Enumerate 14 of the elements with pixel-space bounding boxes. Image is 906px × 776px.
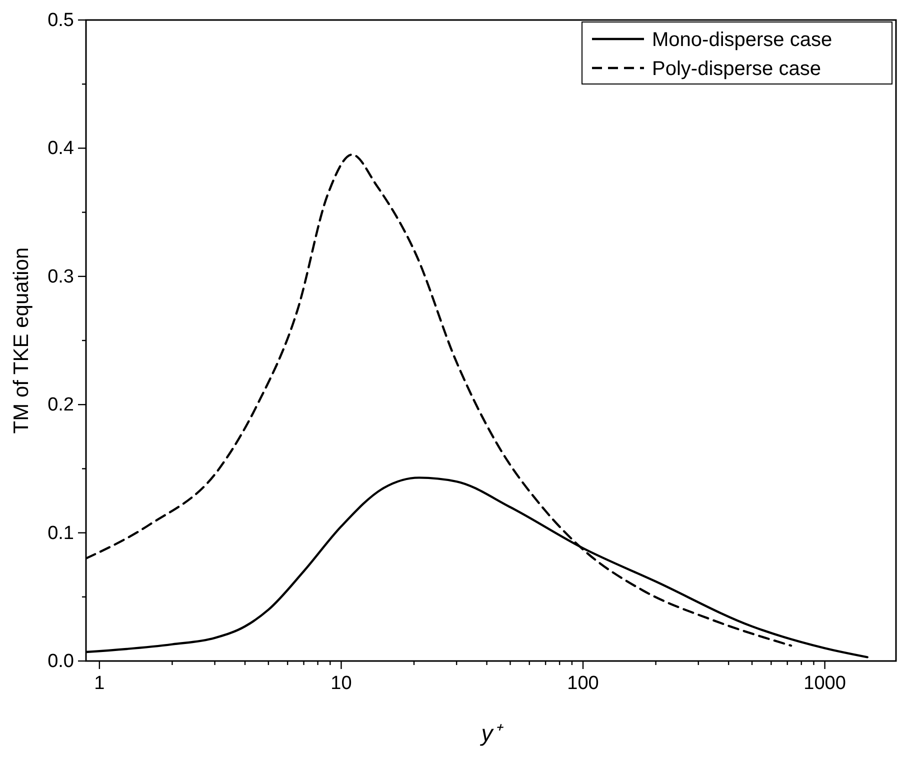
legend-label: Poly-disperse case <box>652 58 821 80</box>
x-tick-label: 100 <box>567 673 599 694</box>
y-tick-label: 0.5 <box>48 10 74 31</box>
x-tick-label: 10 <box>330 673 352 694</box>
y-tick-label: 0.0 <box>48 651 74 672</box>
y-tick-label: 0.2 <box>48 394 74 416</box>
y-tick-label: 0.4 <box>48 138 74 160</box>
x-tick-label: 1000 <box>804 673 846 694</box>
y-tick-label: 0.3 <box>48 266 74 288</box>
x-axis-title: y⁺ <box>479 720 504 746</box>
legend-label: Mono-disperse case <box>652 29 832 51</box>
y-axis-title: TM of TKE equation <box>10 247 33 434</box>
y-tick-label: 0.1 <box>48 522 74 544</box>
x-tick-label: 1 <box>94 673 105 694</box>
